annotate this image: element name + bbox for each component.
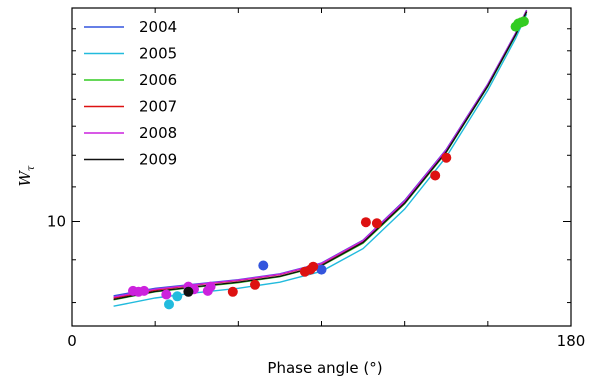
data-point-2007-6 [372,218,382,228]
y-axis-label: Wτ [16,165,37,186]
data-point-2008-3 [161,290,171,300]
y-tick-label: 10 [47,213,66,231]
data-point-2008-2 [139,286,149,296]
legend-label-2004: 2004 [139,18,177,36]
legend-label-2009: 2009 [139,151,177,169]
data-point-2007-5 [361,217,371,227]
data-point-2009-0 [183,287,193,297]
data-point-2005-1 [172,291,182,301]
y-axis-label-subscript: τ [26,165,37,171]
data-point-2005-0 [164,299,174,309]
legend-label-2008: 2008 [139,124,177,142]
data-point-2007-4 [308,262,318,272]
x-tick-label: 0 [67,332,77,350]
legend-label-2007: 2007 [139,98,177,116]
data-point-2007-1 [250,280,260,290]
data-point-2007-8 [441,153,451,163]
legend-label-2005: 2005 [139,45,177,63]
data-point-2006-3 [519,16,529,26]
data-point-2004-0 [258,261,268,271]
data-point-2007-7 [430,171,440,181]
x-tick-label: 180 [557,332,586,350]
data-point-2007-0 [228,287,238,297]
legend-label-2006: 2006 [139,71,177,89]
x-axis-label: Phase angle (°) [267,359,382,377]
data-point-2008-7 [206,282,216,292]
